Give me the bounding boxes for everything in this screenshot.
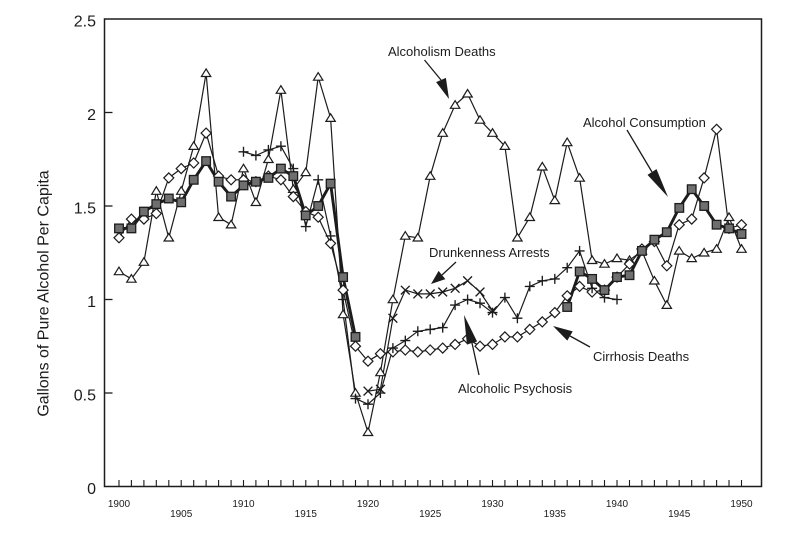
- svg-text:2: 2: [87, 107, 96, 124]
- svg-text:Cirrhosis Deaths: Cirrhosis Deaths: [593, 349, 690, 364]
- svg-text:1940: 1940: [606, 499, 629, 510]
- svg-text:1905: 1905: [170, 509, 193, 520]
- svg-text:Gallons of Pure Alcohol Per Ca: Gallons of Pure Alcohol Per Capita: [36, 170, 53, 416]
- svg-text:0.5: 0.5: [74, 387, 96, 404]
- svg-text:Alcoholism Deaths: Alcoholism Deaths: [388, 44, 496, 59]
- svg-text:Alcoholic Psychosis: Alcoholic Psychosis: [458, 381, 573, 396]
- svg-text:1900: 1900: [108, 499, 131, 510]
- svg-text:Drunkenness Arrests: Drunkenness Arrests: [429, 245, 550, 260]
- svg-text:Alcohol Consumption: Alcohol Consumption: [583, 115, 706, 130]
- svg-text:1935: 1935: [544, 509, 567, 520]
- svg-text:1: 1: [87, 294, 96, 311]
- svg-text:1910: 1910: [232, 499, 255, 510]
- svg-text:1.5: 1.5: [74, 200, 96, 217]
- svg-text:1915: 1915: [295, 509, 318, 520]
- svg-text:2.5: 2.5: [74, 13, 96, 30]
- svg-text:0: 0: [87, 481, 96, 498]
- svg-text:1950: 1950: [730, 499, 753, 510]
- svg-text:1930: 1930: [481, 499, 504, 510]
- svg-text:1925: 1925: [419, 509, 442, 520]
- svg-text:1920: 1920: [357, 499, 380, 510]
- svg-text:1945: 1945: [668, 509, 691, 520]
